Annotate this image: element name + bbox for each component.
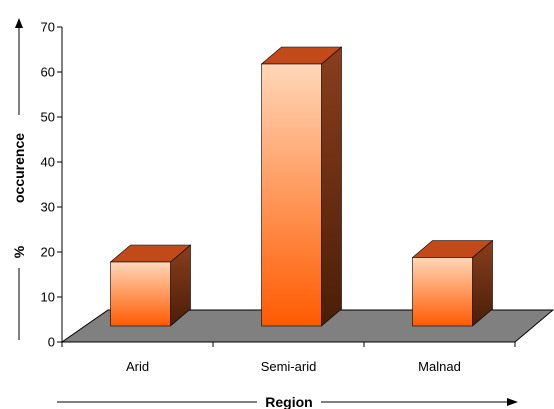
y-tick-label: 0: [48, 335, 55, 350]
x-axis-title: Region: [57, 394, 518, 409]
y-tick-label: 50: [41, 110, 55, 125]
bar-semi-arid: [261, 63, 322, 327]
y-axis-title-prefix: %: [11, 245, 27, 258]
category-label: Arid: [126, 359, 149, 374]
y-tick-label: 70: [41, 20, 55, 35]
x-ticks: [61, 342, 516, 347]
y-axis-title-text: occurence: [11, 133, 27, 203]
x-axis-title-text: Region: [265, 394, 312, 409]
bar-arid: [110, 261, 171, 327]
bar-malnad: [412, 257, 473, 327]
y-tick-label: 40: [41, 155, 55, 170]
y-tick-label: 20: [41, 245, 55, 260]
y-axis-title-arrow: [15, 18, 23, 28]
category-label: Semi-arid: [261, 359, 317, 374]
y-axis-title: % occurence: [11, 18, 27, 340]
category-label: Malnad: [418, 359, 461, 374]
y-ticks: 0 10 20 30 40 50 60 70: [41, 20, 62, 350]
bar-side: [321, 46, 342, 327]
y-tick-label: 30: [41, 200, 55, 215]
bars: [109, 46, 494, 327]
x-axis-title-arrow: [507, 398, 518, 406]
category-labels: Arid Semi-arid Malnad: [126, 359, 461, 374]
y-tick-label: 60: [41, 65, 55, 80]
y-tick-label: 10: [41, 290, 55, 305]
